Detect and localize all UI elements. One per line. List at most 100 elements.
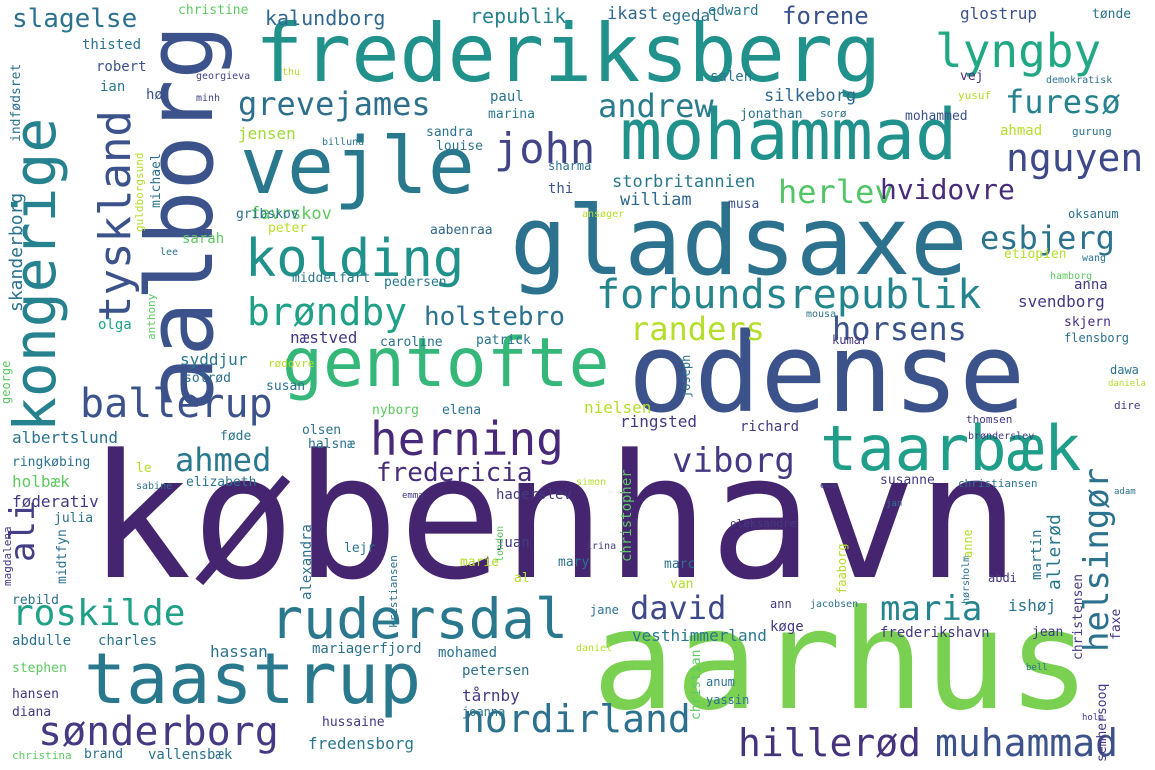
word-flensborg: flensborg [1064, 331, 1130, 345]
word-rebild: rebild [12, 593, 59, 608]
word-ishoj: ishøj [1008, 596, 1057, 615]
word-glostrup: glostrup [960, 4, 1038, 23]
word-maria: maria [880, 589, 983, 629]
word-diana: diana [12, 705, 52, 720]
word-ringsted: ringsted [620, 412, 698, 431]
word-sonderborg: sønderborg [38, 709, 279, 755]
word-pedersen: pedersen [384, 275, 447, 290]
word-julia: julia [54, 511, 94, 526]
word-mariagerfjord: mariagerfjord [312, 641, 422, 657]
word-marie: marie [460, 555, 500, 570]
word-john: john [494, 124, 596, 173]
word-jonathan: jonathan [740, 107, 803, 122]
word-kumar: kumar [832, 333, 869, 347]
word-brand: brand [84, 747, 124, 762]
word-tarnby: tårnby [462, 686, 520, 705]
word-ahmed: ahmed [175, 441, 272, 479]
word-ikast: ikast [607, 4, 659, 24]
word-rudersdal: rudersdal [270, 587, 569, 651]
word-foderativ: føderativ [12, 492, 99, 511]
word-hvidovre: hvidovre [880, 173, 1015, 206]
word-lyngby: lyngby [935, 24, 1102, 78]
word-ahmad: ahmad [1000, 123, 1043, 139]
word-horsens: horsens [832, 310, 967, 348]
word-hamborg: hamborg [1050, 271, 1093, 282]
word-midtfyn: midtfyn [55, 529, 70, 584]
word-patrick: patrick [476, 333, 531, 348]
word-sarah: sarah [182, 231, 225, 247]
word-caroline: caroline [380, 335, 443, 350]
word-minh: minh [196, 93, 221, 104]
word-dire: dire [1114, 399, 1141, 412]
word-jane: jane [590, 603, 619, 617]
word-joanna: joanna [462, 705, 506, 719]
word-nordirland: nordirland [462, 697, 691, 741]
word-naestved: næstved [290, 328, 358, 347]
word-thu: thu [282, 67, 301, 78]
word-saleh: saleh [710, 69, 753, 85]
word-forene: forene [782, 2, 869, 30]
word-storbritannien: storbritannien [612, 172, 756, 192]
word-wang: wang [1082, 253, 1107, 264]
word-le: le [136, 461, 152, 476]
word-kolding: kolding [245, 229, 465, 289]
word-aarhus: aarhus [592, 580, 1091, 741]
word-oleksandre: oleksandre [730, 517, 797, 530]
word-allerod: allerød [1044, 514, 1065, 590]
word-edward: edward [708, 3, 759, 19]
word-skjern: skjern [1064, 315, 1111, 330]
word-jan: jan [886, 499, 903, 509]
word-yassin: yassin [706, 693, 750, 707]
word-louise: louise [436, 139, 483, 154]
word-svendborg: svendborg [1018, 292, 1105, 311]
word-furesoe: furesø [1005, 83, 1121, 121]
word-kobenhavn: københavn [88, 417, 1020, 618]
word-elizabeth: elizabeth [186, 475, 257, 490]
word-rodovre: rødovre [268, 357, 315, 370]
word-roskilde: roskilde [12, 593, 186, 634]
word-herlev: herlev [778, 173, 894, 211]
word-faaborg: faaborg [835, 543, 849, 594]
word-fredensborg: fredensborg [308, 734, 414, 753]
word-christiansen: christiansen [958, 477, 1038, 490]
word-susan: susan [266, 379, 306, 394]
word-hussaine: hussaine [322, 715, 385, 730]
word-anthony: anthony [145, 293, 158, 340]
word-esbjerg: esbjerg [980, 219, 1115, 257]
word-frederikshavn: frederikshavn [880, 625, 990, 641]
word-irina: irina [586, 541, 617, 552]
word-daniel: daniel [576, 643, 613, 654]
word-fode: føde [220, 429, 252, 444]
word-muhammad: muhammad [935, 721, 1119, 765]
word-skanderborg: skanderborg [6, 192, 27, 312]
word-semhersooq: semhersooq [1095, 683, 1110, 762]
word-marc: marc [664, 557, 696, 572]
word-demokratisk: demokratisk [1046, 75, 1113, 86]
word-vej: vej [960, 69, 984, 84]
word-albertslund: albertslund [12, 428, 118, 447]
word-ballerup: ballerup [80, 381, 273, 427]
word-randers: randers [630, 310, 765, 348]
word-middelfart: middelfart [292, 271, 371, 286]
word-andrew: andrew [598, 87, 714, 125]
word-richard: richard [740, 419, 800, 435]
word-hassan: hassan [210, 642, 268, 661]
word-mohammed: mohammed [905, 109, 968, 124]
word-thi: thi [548, 181, 574, 197]
word-horsholm: hørsholm [961, 555, 972, 604]
word-odense: odense [628, 309, 1026, 437]
word-viborg: viborg [672, 441, 795, 481]
word-herning: herning [370, 412, 564, 466]
word-christine: christine [178, 3, 249, 18]
word-aabenraa: aabenraa [430, 223, 493, 238]
word-frederiksberg: frederiksberg [255, 7, 882, 100]
word-etiopien: etiopien [1004, 247, 1067, 262]
word-tonde: tønde [1092, 7, 1132, 22]
word-simon: simon [576, 477, 607, 488]
word-slagelse: slagelse [12, 4, 138, 34]
word-peter: peter [268, 221, 308, 236]
word-lejr: lejr [344, 541, 376, 556]
word-ringkobing: ringkøbing [12, 455, 91, 470]
word-dawa: dawa [1110, 363, 1139, 377]
word-hansen: hansen [12, 687, 59, 702]
